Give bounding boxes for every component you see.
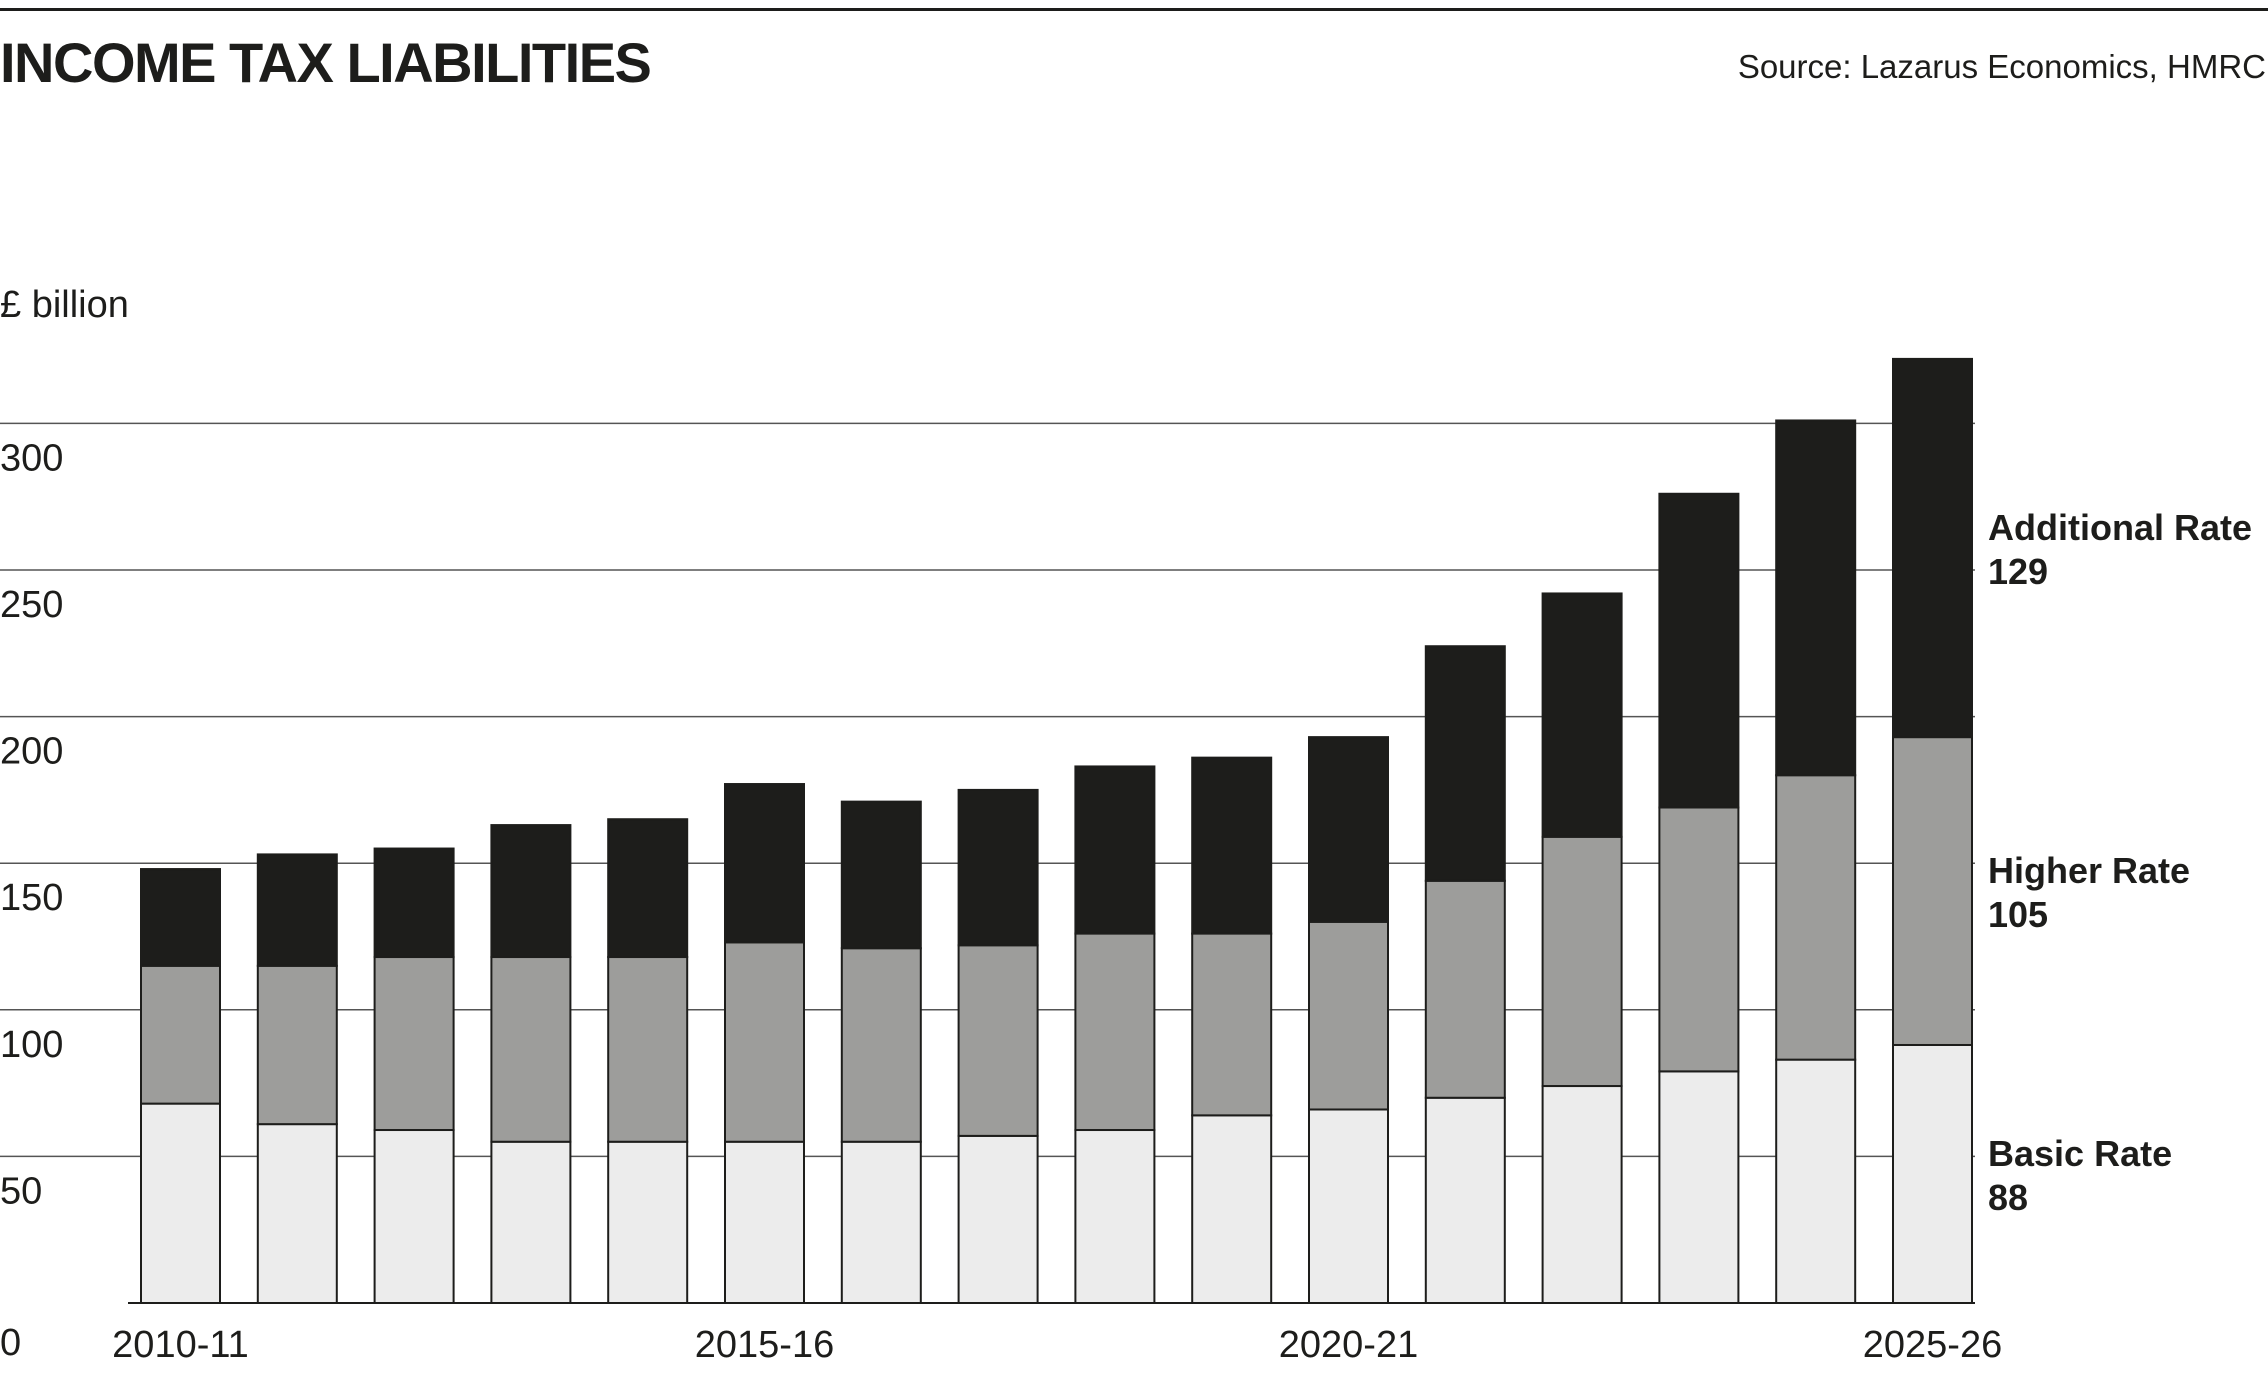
bar-additional-rate-2023-24 (1658, 492, 1740, 809)
bar-basic-rate-2018-19 (1074, 1129, 1156, 1304)
y-tick-label-300: 300 (0, 437, 63, 479)
bar-group-2018-19 (1074, 765, 1156, 1304)
source-note: Source: Lazarus Economics, HMRC (1737, 48, 2266, 85)
series-label-higher-rate: Higher Rate (1988, 850, 2190, 891)
chart-title: INCOME TAX LIABILITIES (0, 31, 652, 94)
bar-higher-rate-2010-11 (140, 964, 221, 1105)
bar-group-2019-20 (1191, 756, 1273, 1305)
bar-group-2023-24 (1658, 492, 1740, 1304)
bar-additional-rate-2011-12 (256, 853, 338, 967)
bar-higher-rate-2013-14 (490, 956, 572, 1143)
y-tick-label-250: 250 (0, 584, 63, 626)
bar-additional-rate-2019-20 (1191, 756, 1273, 935)
bar-group-2021-22 (1424, 645, 1506, 1305)
bar-group-2022-23 (1541, 592, 1623, 1304)
bar-basic-rate-2019-20 (1191, 1114, 1273, 1305)
series-value-basic-rate: 88 (1988, 1177, 2028, 1218)
bar-group-2012-13 (373, 847, 455, 1304)
y-axis-tick-labels: 0 50 100 150 200 250 300 (0, 437, 63, 1364)
x-tick-label-2015-16: 2015-16 (695, 1324, 834, 1366)
bar-additional-rate-2017-18 (957, 788, 1039, 947)
bar-basic-rate-2025-26 (1892, 1043, 1973, 1304)
bar-additional-rate-2014-15 (607, 818, 689, 959)
bar-group-2020-21 (1308, 736, 1389, 1305)
bar-additional-rate-2020-21 (1308, 736, 1389, 923)
bar-group-2014-15 (607, 818, 689, 1304)
bar-basic-rate-2021-22 (1424, 1096, 1506, 1305)
bar-basic-rate-2015-16 (724, 1140, 805, 1304)
y-tick-label-0: 0 (0, 1322, 21, 1364)
bar-higher-rate-2015-16 (724, 941, 805, 1143)
y-axis-unit-label: £ billion (0, 284, 129, 326)
bar-higher-rate-2020-21 (1308, 920, 1389, 1111)
bar-group-2011-12 (256, 853, 338, 1304)
bar-higher-rate-2024-25 (1775, 774, 1857, 1061)
bar-higher-rate-2022-23 (1541, 835, 1623, 1088)
bar-basic-rate-2014-15 (607, 1140, 689, 1304)
bar-group-2017-18 (957, 788, 1039, 1304)
bar-additional-rate-2012-13 (373, 847, 455, 959)
x-tick-label-2025-26: 2025-26 (1863, 1324, 2002, 1366)
bar-higher-rate-2011-12 (256, 964, 338, 1126)
top-rule (0, 8, 2268, 11)
bar-basic-rate-2011-12 (256, 1123, 338, 1304)
bar-basic-rate-2012-13 (373, 1129, 455, 1304)
bar-additional-rate-2018-19 (1074, 765, 1156, 935)
bar-higher-rate-2021-22 (1424, 879, 1506, 1099)
bar-additional-rate-2021-22 (1424, 645, 1506, 882)
bar-higher-rate-2014-15 (607, 956, 689, 1143)
x-axis-tick-labels: 2010-11 2015-16 2020-21 2025-26 (112, 1324, 2002, 1366)
bar-additional-rate-2013-14 (490, 824, 572, 959)
bar-basic-rate-2020-21 (1308, 1108, 1389, 1305)
bar-higher-rate-2016-17 (840, 947, 922, 1143)
bars (140, 357, 1973, 1305)
bar-basic-rate-2013-14 (490, 1140, 572, 1304)
y-tick-label-50: 50 (0, 1170, 42, 1212)
bar-higher-rate-2019-20 (1191, 932, 1273, 1117)
series-label-additional-rate: Additional Rate (1988, 507, 2252, 548)
bar-additional-rate-2022-23 (1541, 592, 1623, 838)
bar-additional-rate-2010-11 (140, 868, 221, 967)
bar-group-2025-26 (1892, 357, 1973, 1304)
y-tick-label-200: 200 (0, 731, 63, 773)
bar-group-2024-25 (1775, 419, 1857, 1305)
bar-group-2016-17 (840, 800, 922, 1304)
series-value-higher-rate: 105 (1988, 894, 2048, 935)
bar-basic-rate-2023-24 (1658, 1070, 1740, 1304)
x-tick-label-2010-11: 2010-11 (112, 1324, 249, 1366)
bar-basic-rate-2010-11 (140, 1102, 221, 1305)
bar-basic-rate-2022-23 (1541, 1085, 1623, 1304)
y-tick-label-150: 150 (0, 877, 63, 919)
bar-higher-rate-2025-26 (1892, 736, 1973, 1046)
series-value-additional-rate: 129 (1988, 551, 2048, 592)
bar-higher-rate-2017-18 (957, 944, 1039, 1137)
bar-basic-rate-2024-25 (1775, 1058, 1857, 1305)
x-tick-label-2020-21: 2020-21 (1279, 1324, 1418, 1366)
bar-additional-rate-2015-16 (724, 783, 805, 944)
bar-additional-rate-2024-25 (1775, 419, 1857, 777)
bar-basic-rate-2017-18 (957, 1134, 1039, 1304)
y-tick-label-100: 100 (0, 1024, 63, 1066)
bar-group-2010-11 (140, 868, 221, 1305)
bar-group-2015-16 (724, 783, 805, 1304)
series-label-basic-rate: Basic Rate (1988, 1133, 2172, 1174)
bar-group-2013-14 (490, 824, 572, 1304)
bar-higher-rate-2018-19 (1074, 932, 1156, 1132)
bar-additional-rate-2025-26 (1892, 357, 1973, 739)
bar-additional-rate-2016-17 (840, 800, 922, 950)
bar-higher-rate-2023-24 (1658, 806, 1740, 1073)
bar-higher-rate-2012-13 (373, 956, 455, 1132)
bar-basic-rate-2016-17 (840, 1140, 922, 1304)
